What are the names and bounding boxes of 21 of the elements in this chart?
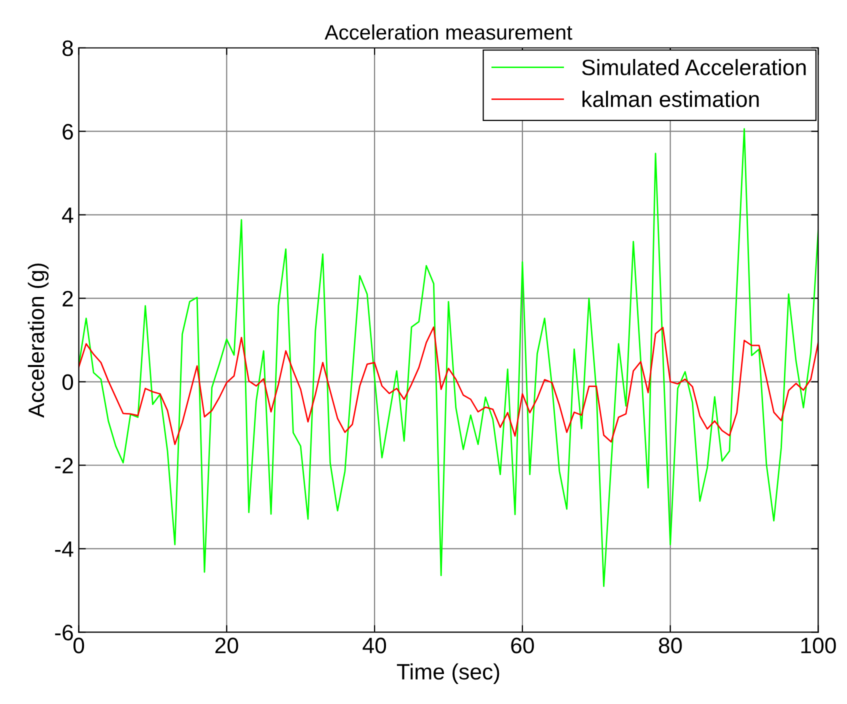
x-tick-label: 40: [362, 638, 386, 654]
x-tick-label: 0: [73, 638, 84, 654]
y-tick-label: -6: [55, 624, 73, 640]
y-tick-label: 2: [62, 290, 73, 306]
y-tick-label: -2: [55, 458, 73, 474]
line-series: [78, 326, 818, 446]
y-tick-label: 6: [62, 124, 73, 140]
chart-title: Acceleration measurement: [324, 24, 572, 40]
line-series: [78, 128, 818, 587]
y-axis-title: Acceleration (g): [28, 264, 49, 418]
x-axis-title: Time (sec): [396, 663, 500, 684]
legend-label: kalman estimation: [582, 90, 759, 108]
x-tick-label: 20: [215, 638, 238, 654]
y-tick-label: 0: [62, 374, 74, 390]
y-tick-label: 8: [62, 40, 73, 56]
y-tick-label: -4: [55, 541, 74, 557]
x-tick-label: 80: [658, 638, 682, 654]
x-tick-label: 60: [511, 638, 534, 654]
legend-label: Simulated Acceleration: [582, 58, 806, 76]
x-tick-label: 100: [801, 638, 836, 654]
y-tick-label: 4: [62, 208, 74, 223]
